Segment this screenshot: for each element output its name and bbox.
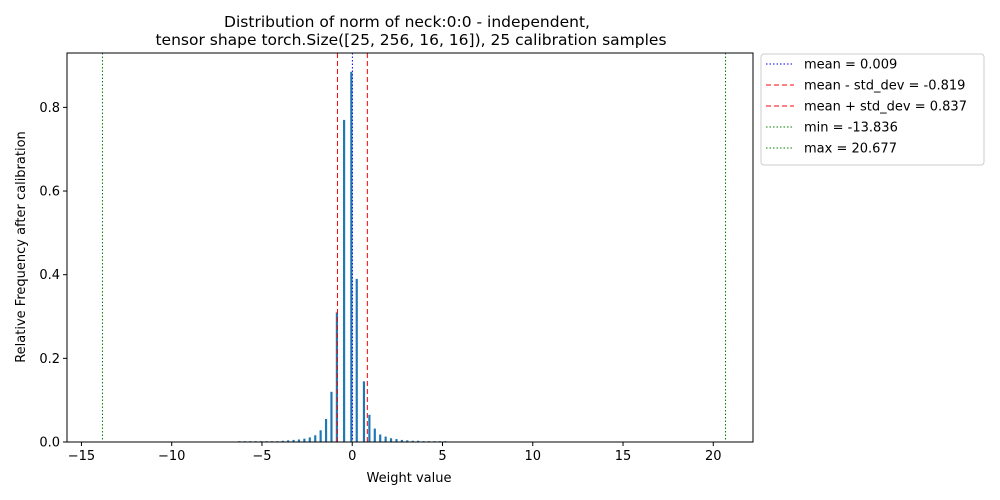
x-axis-label: Weight value bbox=[367, 471, 452, 486]
y-axis-label: Relative Frequency after calibration bbox=[14, 131, 29, 363]
chart-title: Distribution of norm of neck:0:0 - indep… bbox=[155, 13, 666, 49]
histogram-bar bbox=[389, 438, 393, 442]
x-tick-label: 0 bbox=[348, 449, 356, 464]
legend-entry-label: max = 20.677 bbox=[804, 142, 897, 157]
legend-box bbox=[760, 53, 985, 166]
histogram-bar bbox=[335, 312, 338, 442]
histogram-bar bbox=[303, 438, 306, 442]
x-tick-label: 5 bbox=[438, 449, 446, 464]
x-tick-label: −10 bbox=[158, 449, 185, 464]
histogram-bar bbox=[406, 440, 409, 442]
histogram-bar bbox=[379, 434, 382, 442]
histogram-bars bbox=[238, 71, 447, 443]
legend-entry-label: min = -13.836 bbox=[804, 121, 898, 136]
y-tick-label: 0.2 bbox=[39, 352, 60, 367]
histogram-bar bbox=[355, 278, 358, 442]
histogram-bar bbox=[411, 440, 414, 442]
chart-title-line-2: tensor shape torch.Size([25, 256, 16, 16… bbox=[155, 31, 666, 49]
legend: mean = 0.009 mean - std_dev = -0.819 mean … bbox=[760, 53, 985, 166]
y-tick-label: 0.8 bbox=[39, 101, 60, 116]
histogram-bar bbox=[384, 436, 387, 442]
legend-entry-label: mean + std_dev = 0.837 bbox=[804, 100, 967, 115]
x-axis-ticks: −15 −10 −5 0 5 10 15 20 bbox=[68, 442, 722, 464]
histogram-bar bbox=[292, 439, 295, 442]
histogram-bar bbox=[319, 430, 322, 442]
histogram-bar bbox=[373, 428, 376, 442]
reference-lines bbox=[101, 53, 727, 442]
histogram-bar bbox=[281, 440, 284, 442]
y-tick-label: 0.0 bbox=[39, 436, 60, 451]
histogram-bar bbox=[287, 440, 290, 442]
x-tick-label: −15 bbox=[68, 449, 95, 464]
y-tick-label: 0.6 bbox=[39, 185, 60, 200]
histogram-bar bbox=[314, 435, 317, 442]
histogram-bar bbox=[350, 71, 353, 442]
histogram-bar bbox=[395, 439, 398, 442]
x-tick-label: 15 bbox=[615, 449, 632, 464]
y-tick-label: 0.4 bbox=[39, 268, 60, 283]
histogram-bar bbox=[343, 119, 346, 443]
histogram-bar bbox=[297, 439, 301, 442]
plot-area-frame bbox=[66, 52, 754, 443]
histogram-bar bbox=[330, 391, 333, 442]
x-tick-label: −5 bbox=[252, 449, 271, 464]
histogram-bar bbox=[417, 440, 420, 442]
legend-entry-label: mean = 0.009 bbox=[804, 58, 897, 73]
histogram-bar bbox=[324, 418, 328, 442]
chart-title-line-1: Distribution of norm of neck:0:0 - indep… bbox=[224, 13, 590, 31]
histogram-bar bbox=[362, 381, 366, 442]
legend-entry-label: mean - std_dev = -0.819 bbox=[804, 79, 965, 94]
histogram-bar bbox=[400, 439, 403, 442]
histogram-bar bbox=[308, 437, 311, 442]
x-tick-label: 20 bbox=[705, 449, 722, 464]
histogram-bar bbox=[368, 414, 371, 442]
x-tick-label: 10 bbox=[524, 449, 541, 464]
y-axis-ticks: 0.0 0.2 0.4 0.6 0.8 bbox=[39, 101, 67, 451]
